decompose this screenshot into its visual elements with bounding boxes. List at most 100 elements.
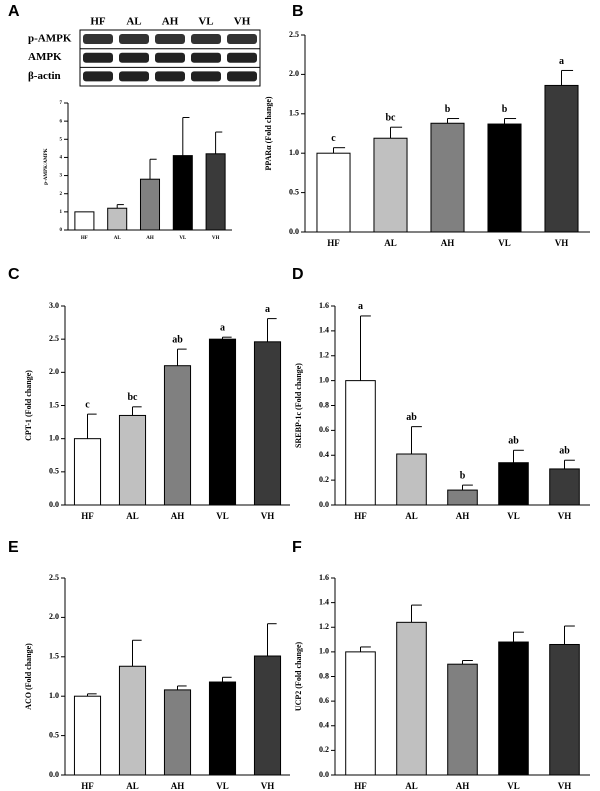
blot-band <box>119 71 149 82</box>
y-axis-label: UCP2 (Fold change) <box>294 642 303 712</box>
y-tick-label: 1.0 <box>289 148 299 157</box>
panel-letter: C <box>8 266 20 283</box>
x-tick-label: AH <box>441 238 455 248</box>
x-tick-label: AH <box>456 781 470 791</box>
significance-letter: b <box>445 104 451 115</box>
lane-label: AL <box>126 16 141 28</box>
bar <box>544 84 579 233</box>
blot-band <box>83 34 113 44</box>
y-tick-label: 1.5 <box>49 400 59 409</box>
bar <box>316 152 351 233</box>
bar <box>139 178 161 231</box>
y-tick-label: 0 <box>60 228 63 233</box>
x-tick-label: HF <box>354 781 367 791</box>
significance-letter: ab <box>406 412 417 423</box>
significance-letter: ab <box>172 334 183 345</box>
band-label: AMPK <box>28 51 62 63</box>
x-tick-label: HF <box>327 238 340 248</box>
y-tick-label: 2.5 <box>289 30 299 39</box>
y-tick-label: 0.5 <box>289 187 299 196</box>
x-tick-label: VL <box>216 781 229 791</box>
significance-letter: c <box>85 399 90 410</box>
x-tick-label: AL <box>405 781 418 791</box>
bar <box>107 207 128 231</box>
significance-letter: b <box>460 470 466 481</box>
blot-band <box>155 34 185 44</box>
bar <box>118 414 147 506</box>
blot-band <box>119 34 149 44</box>
y-tick-label: 0.2 <box>319 745 329 754</box>
significance-letter: bc <box>128 392 139 403</box>
y-tick-label: 0.4 <box>319 450 329 459</box>
x-tick-label: AH <box>456 511 470 521</box>
y-tick-label: 3 <box>60 174 63 179</box>
blot-band <box>83 71 113 82</box>
y-axis-label: CPT-1 (Fold change) <box>24 370 33 441</box>
lane-label: HF <box>90 16 106 28</box>
bar <box>345 380 376 506</box>
bar <box>396 621 427 776</box>
x-tick-label: AL <box>114 236 122 241</box>
y-tick-label: 7 <box>60 101 63 106</box>
x-tick-label: AH <box>146 236 154 241</box>
blot-band <box>155 71 185 82</box>
y-tick-label: 0.5 <box>49 730 59 739</box>
bar <box>208 338 237 506</box>
significance-letter: a <box>358 301 363 312</box>
panel-letter: E <box>8 539 19 556</box>
x-tick-label: VH <box>558 781 572 791</box>
significance-letter: c <box>331 133 336 144</box>
y-tick-label: 0.0 <box>319 770 329 779</box>
y-tick-label: 2.0 <box>49 612 59 621</box>
y-tick-label: 5 <box>60 137 63 142</box>
y-tick-label: 1.6 <box>319 301 329 310</box>
y-tick-label: 2.5 <box>49 334 59 343</box>
x-tick-label: AH <box>171 511 185 521</box>
significance-letter: a <box>220 322 225 333</box>
bar <box>447 489 478 506</box>
bar <box>163 689 192 776</box>
y-axis-label: p-AMPK/AMPK <box>44 148 49 184</box>
y-tick-label: 1.4 <box>319 597 329 606</box>
y-tick-label: 1.2 <box>319 351 329 360</box>
bar <box>253 341 282 506</box>
y-tick-label: 2.0 <box>49 367 59 376</box>
y-tick-label: 0.8 <box>319 400 329 409</box>
bar <box>549 468 580 506</box>
y-tick-label: 3.0 <box>49 301 59 310</box>
blot-band <box>83 52 113 63</box>
y-tick-label: 0.0 <box>289 227 299 236</box>
x-tick-label: HF <box>81 781 94 791</box>
bar <box>549 643 580 776</box>
x-tick-label: VL <box>507 511 520 521</box>
y-tick-label: 6 <box>60 119 63 124</box>
y-tick-label: 1.2 <box>319 622 329 631</box>
y-tick-label: 0.4 <box>319 721 329 730</box>
y-tick-label: 1.0 <box>319 375 329 384</box>
significance-letter: ab <box>508 436 519 447</box>
x-tick-label: VH <box>261 511 275 521</box>
y-tick-label: 1.0 <box>49 433 59 442</box>
y-axis-label: ACO (Fold change) <box>24 643 33 710</box>
bar <box>373 137 408 233</box>
bar <box>345 651 376 776</box>
bar <box>447 663 478 776</box>
lane-label: AH <box>162 16 179 28</box>
y-tick-label: 2.0 <box>289 69 299 78</box>
significance-letter: a <box>559 56 564 67</box>
lane-label: VH <box>234 16 251 28</box>
bar <box>73 438 102 506</box>
bar <box>205 153 226 231</box>
x-tick-label: HF <box>354 511 367 521</box>
band-label: p-AMPK <box>28 33 72 45</box>
lane-label: VL <box>198 16 213 28</box>
significance-letter: ab <box>559 446 570 457</box>
band-label: β-actin <box>28 70 61 82</box>
x-tick-label: VH <box>212 236 220 241</box>
x-tick-label: AL <box>384 238 397 248</box>
bar <box>430 122 465 233</box>
x-tick-label: HF <box>81 236 88 241</box>
y-tick-label: 1.0 <box>49 691 59 700</box>
x-tick-label: VH <box>555 238 569 248</box>
